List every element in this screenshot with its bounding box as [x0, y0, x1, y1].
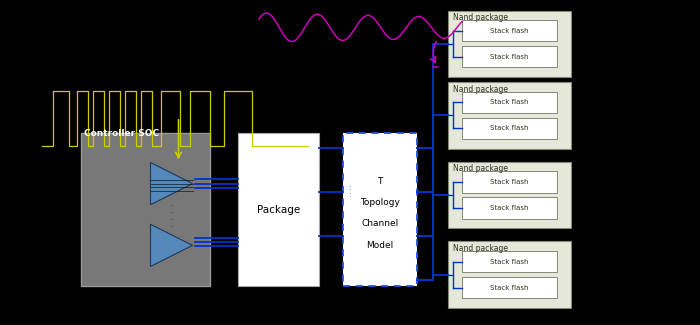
Text: T: T: [377, 177, 383, 186]
Text: Model: Model: [367, 240, 393, 250]
Text: Stack flash: Stack flash: [490, 259, 528, 265]
Text: Nand package: Nand package: [453, 164, 508, 173]
Text: Stack flash: Stack flash: [490, 99, 528, 105]
Text: Nand package: Nand package: [453, 244, 508, 253]
Text: Stack flash: Stack flash: [490, 54, 528, 60]
Text: Stack flash: Stack flash: [490, 285, 528, 291]
FancyBboxPatch shape: [462, 46, 556, 68]
Text: Controller SOC: Controller SOC: [84, 129, 159, 138]
FancyBboxPatch shape: [448, 10, 570, 77]
Text: .
.
.
.: . . . .: [170, 201, 173, 228]
FancyBboxPatch shape: [462, 172, 556, 192]
Text: Stack flash: Stack flash: [490, 28, 528, 34]
Text: Nand package: Nand package: [453, 85, 508, 94]
FancyBboxPatch shape: [462, 20, 556, 41]
Text: Package: Package: [257, 205, 300, 214]
FancyBboxPatch shape: [462, 197, 556, 218]
Text: Nand package: Nand package: [453, 13, 508, 22]
FancyBboxPatch shape: [448, 82, 570, 149]
Text: Topology: Topology: [360, 198, 400, 207]
FancyBboxPatch shape: [448, 162, 570, 228]
Text: Channel: Channel: [361, 219, 399, 228]
Text: :
:: : :: [348, 185, 350, 198]
FancyBboxPatch shape: [448, 241, 570, 308]
FancyBboxPatch shape: [343, 133, 416, 286]
Polygon shape: [150, 224, 193, 266]
Polygon shape: [150, 162, 193, 205]
FancyBboxPatch shape: [462, 251, 556, 272]
Text: Stack flash: Stack flash: [490, 179, 528, 185]
FancyBboxPatch shape: [462, 118, 556, 139]
Text: Stack flash: Stack flash: [490, 205, 528, 211]
Text: Stack flash: Stack flash: [490, 125, 528, 131]
FancyBboxPatch shape: [462, 277, 556, 298]
FancyBboxPatch shape: [462, 92, 556, 113]
FancyBboxPatch shape: [238, 133, 318, 286]
FancyBboxPatch shape: [80, 133, 210, 286]
